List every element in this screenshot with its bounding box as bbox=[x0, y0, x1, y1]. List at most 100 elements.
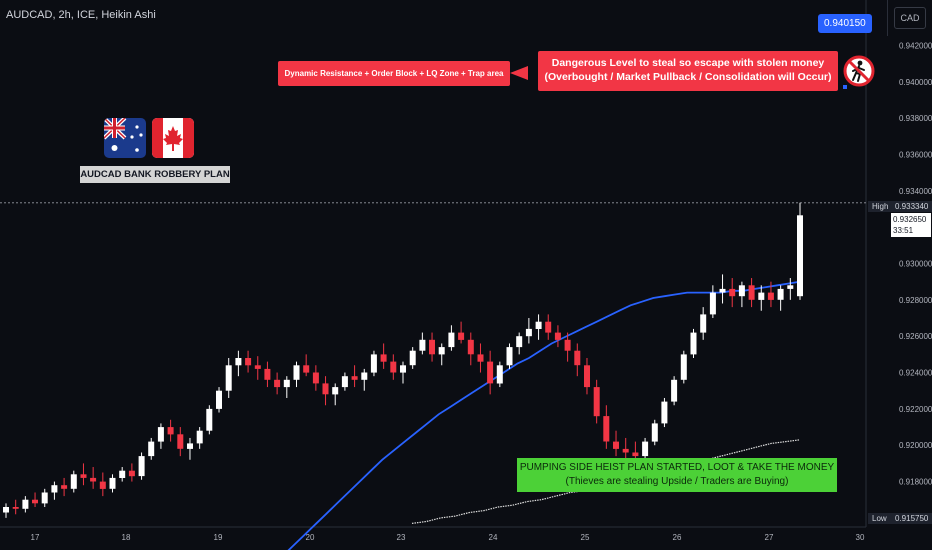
candle-body bbox=[61, 485, 68, 489]
candle-body bbox=[632, 452, 639, 457]
candle-body bbox=[719, 288, 726, 293]
price-axis bbox=[866, 0, 932, 550]
candle-body bbox=[574, 350, 581, 366]
price-tick-label: 0.928000 bbox=[899, 296, 932, 305]
candle-body bbox=[148, 441, 155, 457]
candle-body bbox=[80, 474, 87, 478]
candle-body bbox=[651, 423, 658, 442]
candle-body bbox=[584, 365, 590, 388]
candle-body bbox=[138, 456, 145, 477]
candle-body bbox=[380, 354, 387, 362]
candle-body bbox=[70, 474, 77, 489]
candle-body bbox=[274, 379, 281, 388]
candle-body bbox=[438, 347, 445, 355]
candle-body bbox=[235, 358, 242, 366]
candle-body bbox=[41, 492, 48, 504]
candle-body bbox=[51, 485, 58, 493]
heist-line1: PUMPING SIDE HEIST PLAN STARTED, LOOT & … bbox=[519, 462, 835, 473]
time-tick-label: 18 bbox=[122, 533, 131, 542]
countdown: 33:51 bbox=[893, 226, 914, 235]
candle-body bbox=[32, 499, 38, 504]
candle-body bbox=[700, 314, 707, 333]
candle-body bbox=[196, 430, 203, 444]
currency-button[interactable]: CAD bbox=[894, 7, 926, 29]
time-tick-label: 19 bbox=[214, 533, 223, 542]
time-tick-label: 30 bbox=[856, 533, 865, 542]
current-price-tag: 0.932650 33:51 bbox=[891, 213, 931, 237]
candle-body bbox=[661, 401, 668, 424]
candle-body bbox=[293, 365, 300, 380]
low-value-tag: 0.915750 bbox=[891, 513, 932, 524]
symbol-title: AUDCAD, 2h, ICE, Heikin Ashi bbox=[6, 9, 156, 21]
candle-body bbox=[128, 470, 135, 477]
candle-body bbox=[419, 339, 426, 351]
candle-body bbox=[167, 427, 174, 435]
candle-body bbox=[99, 481, 106, 489]
candle-body bbox=[729, 288, 736, 297]
candle-body bbox=[332, 387, 339, 395]
target-price-tag: 0.940150 bbox=[818, 14, 872, 33]
candle-body bbox=[535, 321, 542, 329]
candle-body bbox=[603, 416, 610, 442]
candle-body bbox=[622, 448, 629, 453]
candle-body bbox=[458, 332, 465, 340]
candle-body bbox=[90, 477, 97, 482]
candle-body bbox=[12, 507, 19, 509]
price-tick-label: 0.940000 bbox=[899, 78, 932, 87]
price-tick-label: 0.918000 bbox=[899, 478, 932, 487]
candle-body bbox=[748, 285, 755, 300]
candle-body bbox=[109, 477, 116, 489]
candle-body bbox=[487, 361, 494, 384]
low-label: Low bbox=[868, 513, 891, 524]
candle-body bbox=[312, 372, 319, 384]
candle-body bbox=[613, 441, 619, 449]
price-tick-label: 0.924000 bbox=[899, 369, 932, 378]
candle-body bbox=[777, 288, 784, 300]
price-tick-label: 0.936000 bbox=[899, 150, 932, 159]
candle-body bbox=[738, 285, 745, 297]
no-entry-icon bbox=[843, 55, 875, 87]
target-level-marker bbox=[843, 85, 847, 89]
candle-body bbox=[400, 365, 406, 373]
candle-body bbox=[564, 339, 571, 351]
candle-body bbox=[370, 354, 377, 373]
price-tick-label: 0.934000 bbox=[899, 187, 932, 196]
candle-body bbox=[767, 292, 774, 300]
candle-body bbox=[187, 443, 193, 449]
time-tick-label: 20 bbox=[306, 533, 315, 542]
candle-body bbox=[225, 365, 232, 391]
candle-body bbox=[797, 215, 803, 297]
candle-body bbox=[516, 336, 523, 348]
candle-body bbox=[680, 354, 687, 380]
candle-body bbox=[545, 321, 552, 333]
candle-body bbox=[709, 292, 716, 315]
candle-body bbox=[254, 365, 261, 369]
time-tick-label: 26 bbox=[673, 533, 682, 542]
candle-body bbox=[3, 507, 9, 513]
candle-body bbox=[496, 365, 503, 384]
price-tick-label: 0.942000 bbox=[899, 41, 932, 50]
time-tick-label: 27 bbox=[765, 533, 774, 542]
candle-body bbox=[341, 376, 348, 388]
price-tick-label: 0.922000 bbox=[899, 405, 932, 414]
time-tick-label: 23 bbox=[397, 533, 406, 542]
resistance-note: Dynamic Resistance + Order Block + LQ Zo… bbox=[278, 61, 510, 86]
candle-body bbox=[409, 350, 416, 366]
dangerous-level-callout: Dangerous Level to steal so escape with … bbox=[538, 51, 838, 91]
candle-body bbox=[593, 387, 600, 417]
candle-body bbox=[119, 470, 126, 478]
candle-body bbox=[758, 292, 765, 300]
australia-flag-icon bbox=[104, 118, 146, 158]
candle-body bbox=[448, 332, 455, 348]
price-axis-header bbox=[887, 0, 932, 36]
dangerous-level-line2: (Overbought / Market Pullback / Consolid… bbox=[544, 71, 832, 83]
candle-body bbox=[429, 339, 435, 355]
candle-body bbox=[642, 441, 649, 457]
candle-body bbox=[264, 368, 271, 380]
time-tick-label: 24 bbox=[489, 533, 498, 542]
candle-body bbox=[303, 365, 310, 373]
price-tick-label: 0.938000 bbox=[899, 114, 932, 123]
candle-body bbox=[245, 358, 252, 366]
high-label: High bbox=[868, 201, 893, 212]
